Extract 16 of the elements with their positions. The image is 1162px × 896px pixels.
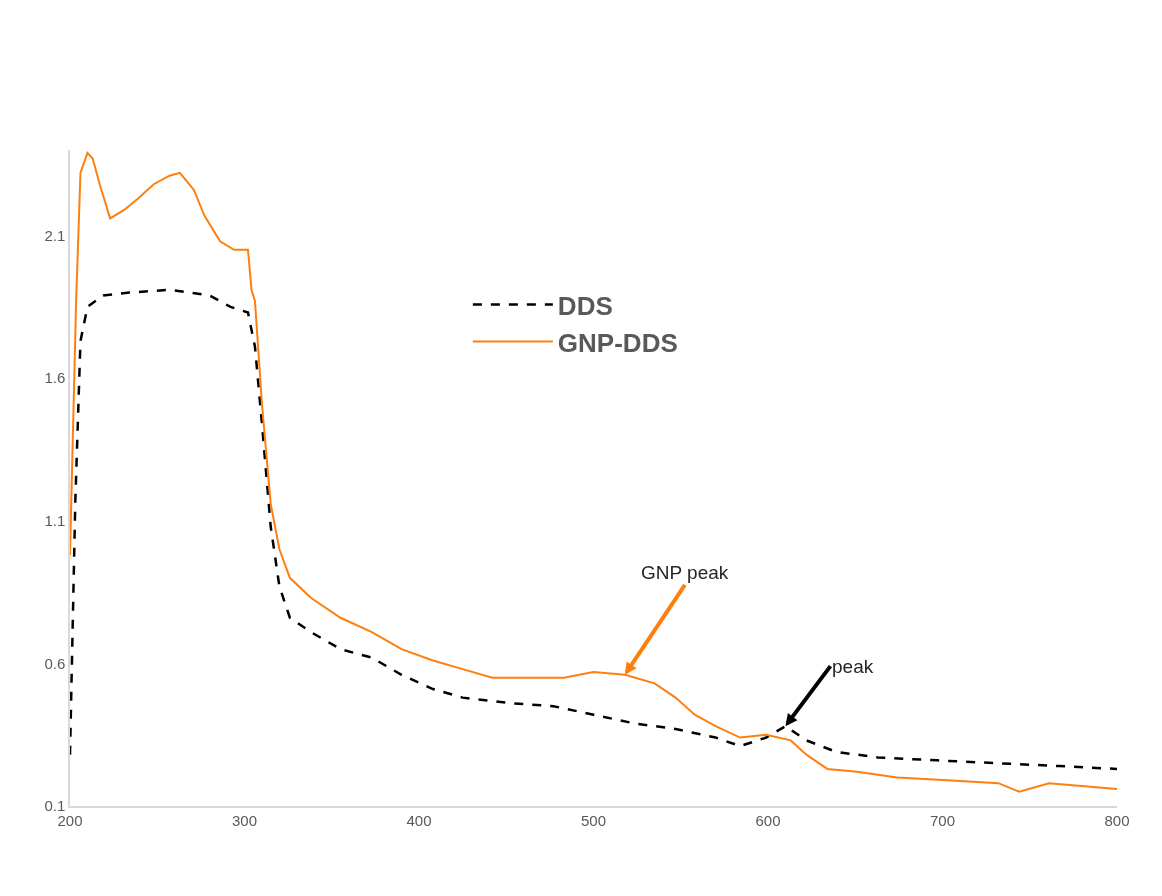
x-tick-label: 300 [231, 811, 258, 829]
line-series [70, 151, 1117, 793]
legend-label: DDS [557, 290, 613, 321]
y-tick-label: 0.6 [44, 654, 66, 672]
x-tick-label: 600 [755, 811, 781, 829]
legend-label: GNP-DDS [557, 327, 678, 358]
x-tick-label: 700 [929, 811, 956, 829]
x-tick-label: 400 [406, 811, 432, 829]
line-series [70, 288, 1117, 771]
annotation: peak [832, 656, 874, 677]
y-tick-label: 2.1 [44, 226, 66, 244]
x-tick-label: 800 [1104, 811, 1130, 829]
x-tick-label: 500 [580, 811, 607, 829]
annotation: GNP peak [641, 562, 729, 583]
y-tick-label: 1.1 [44, 512, 66, 530]
y-tick-label: 1.6 [44, 369, 66, 387]
